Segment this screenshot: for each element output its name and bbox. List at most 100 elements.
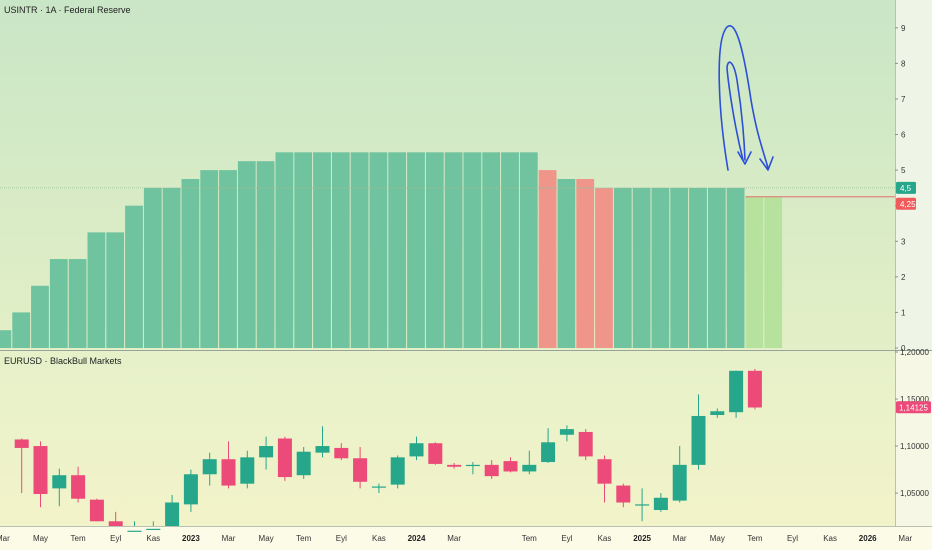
candle-2024-12	[616, 483, 631, 508]
eurusd-tick-label-1,15000: 1,15000	[900, 395, 929, 404]
candles-layer	[14, 368, 762, 532]
rate-bar-2022-11	[143, 187, 162, 348]
rate-bar-2023-05	[256, 161, 275, 348]
candle-body-2024-02	[428, 443, 443, 464]
rate-bar-2024-05	[482, 152, 501, 348]
rate-bar-2024-03	[444, 152, 463, 348]
candle-body-2023-06	[277, 438, 292, 478]
candle-body-2023-10	[353, 458, 368, 482]
rate-bar-2022-04	[12, 312, 31, 348]
time-tick-label-2022-07: Tem	[71, 534, 86, 543]
candle-2024-03	[447, 462, 462, 469]
rate-tick-label-8: 8	[901, 59, 906, 68]
rate-bar-2025-03	[670, 187, 689, 348]
candle-2025-05	[710, 408, 725, 418]
candle-body-2024-12	[616, 485, 631, 503]
time-tick-label-2025-03: Mar	[673, 534, 687, 543]
candle-body-2023-07	[296, 451, 311, 476]
rate-bar-2023-03	[219, 170, 237, 348]
eurusd-last-badge: 1,14125	[899, 403, 928, 412]
candle-2023-10	[353, 446, 368, 489]
candle-2023-08	[315, 426, 330, 458]
candle-body-2024-01	[409, 443, 424, 457]
time-tick-label-2025-01: 2025	[633, 534, 651, 543]
candle-2024-05	[484, 460, 499, 479]
candle-2024-10	[578, 429, 593, 461]
candle-body-2022-09	[108, 521, 123, 526]
rate-legend: USINTR · 1A · Federal Reserve	[4, 5, 131, 15]
rate-tick-label-7: 7	[901, 95, 906, 104]
candle-2024-11	[597, 455, 612, 503]
rate-bar-2023-04	[237, 161, 256, 348]
candle-body-2023-05	[259, 446, 274, 458]
time-tick-label-2024-11: Kas	[598, 534, 612, 543]
candle-body-2023-12	[390, 457, 405, 485]
time-tick-label-2026-01: 2026	[859, 534, 877, 543]
time-tick-label-2023-01: 2023	[182, 534, 200, 543]
rate-bar-2023-06	[275, 152, 294, 348]
rate-bar-2022-06	[49, 259, 68, 348]
candle-body-2025-02	[653, 497, 668, 511]
candle-2022-05	[33, 441, 48, 508]
candle-2023-12	[390, 455, 405, 489]
candle-2022-04	[14, 438, 29, 494]
rate-bar-2024-09	[557, 179, 576, 348]
candle-2023-11	[371, 483, 386, 494]
eurusd-tick-label-1,20000: 1,20000	[900, 348, 929, 357]
candle-body-2022-05	[33, 446, 48, 495]
time-tick-label-2023-03: Mar	[222, 534, 236, 543]
candle-body-2024-08	[541, 442, 556, 463]
time-tick-label-2022-03: Mar	[0, 534, 10, 543]
rate-bar-2023-10	[350, 152, 369, 348]
candle-2022-06	[52, 468, 67, 507]
candle-body-2024-06	[503, 461, 518, 472]
time-tick-label-2024-09: Eyl	[561, 534, 572, 543]
candle-body-2022-04	[14, 439, 29, 448]
candle-2025-03	[672, 446, 687, 503]
rate-bar-2025-01	[632, 187, 651, 348]
eurusd-tick-label-1,10000: 1,10000	[900, 442, 929, 451]
rate-bar-2022-03	[0, 330, 12, 348]
candle-2025-02	[653, 493, 668, 512]
rate-bar-2022-05	[31, 285, 49, 348]
rate-tick-label-9: 9	[901, 24, 906, 33]
rate-bar-2025-04	[689, 187, 707, 348]
candle-2024-09	[559, 425, 574, 442]
candle-2025-04	[691, 394, 706, 470]
time-tick-label-2025-07: Tem	[747, 534, 762, 543]
candle-body-2022-06	[52, 475, 67, 489]
candle-body-2022-10	[127, 530, 142, 532]
candle-2024-08	[541, 428, 556, 463]
time-tick-label-2024-07: Tem	[522, 534, 537, 543]
candle-body-2023-03	[221, 459, 236, 486]
candle-body-2025-07	[747, 370, 762, 408]
rate-bar-2025-05	[707, 187, 726, 348]
candle-body-2022-11	[146, 528, 161, 531]
rate-bar-2023-02	[200, 170, 219, 348]
candle-2022-10	[127, 521, 142, 532]
axes-layer: 01234567894,54,251,050001,100001,150001,…	[0, 24, 931, 543]
rate-bar-2023-08	[313, 152, 331, 348]
rate-bar-2024-10	[576, 179, 595, 348]
rate-bar-2023-01	[181, 179, 200, 348]
rate-bar-2022-07	[68, 259, 87, 348]
candle-2023-02	[202, 452, 217, 486]
rate-bar-2022-12	[162, 187, 181, 348]
rate-bar-2025-06	[726, 187, 745, 348]
time-tick-label-2025-11: Kas	[823, 534, 837, 543]
time-tick-label-2025-05: May	[710, 534, 725, 543]
candle-body-2025-01	[635, 504, 650, 506]
forecast-rate-badge-background	[896, 197, 916, 210]
rate-tick-label-5: 5	[901, 166, 906, 175]
candle-2024-02	[428, 442, 443, 465]
candle-body-2025-03	[672, 464, 687, 501]
rate-bar-2024-07	[519, 152, 538, 348]
candle-body-2023-08	[315, 446, 330, 453]
candle-2024-04	[465, 462, 480, 475]
candle-body-2023-01	[183, 474, 198, 505]
hand-drawn-down-arrows-icon	[718, 24, 774, 171]
rate-tick-label-2: 2	[901, 273, 906, 282]
rate-bar-2024-04	[463, 152, 482, 348]
candle-2022-12	[165, 494, 180, 526]
